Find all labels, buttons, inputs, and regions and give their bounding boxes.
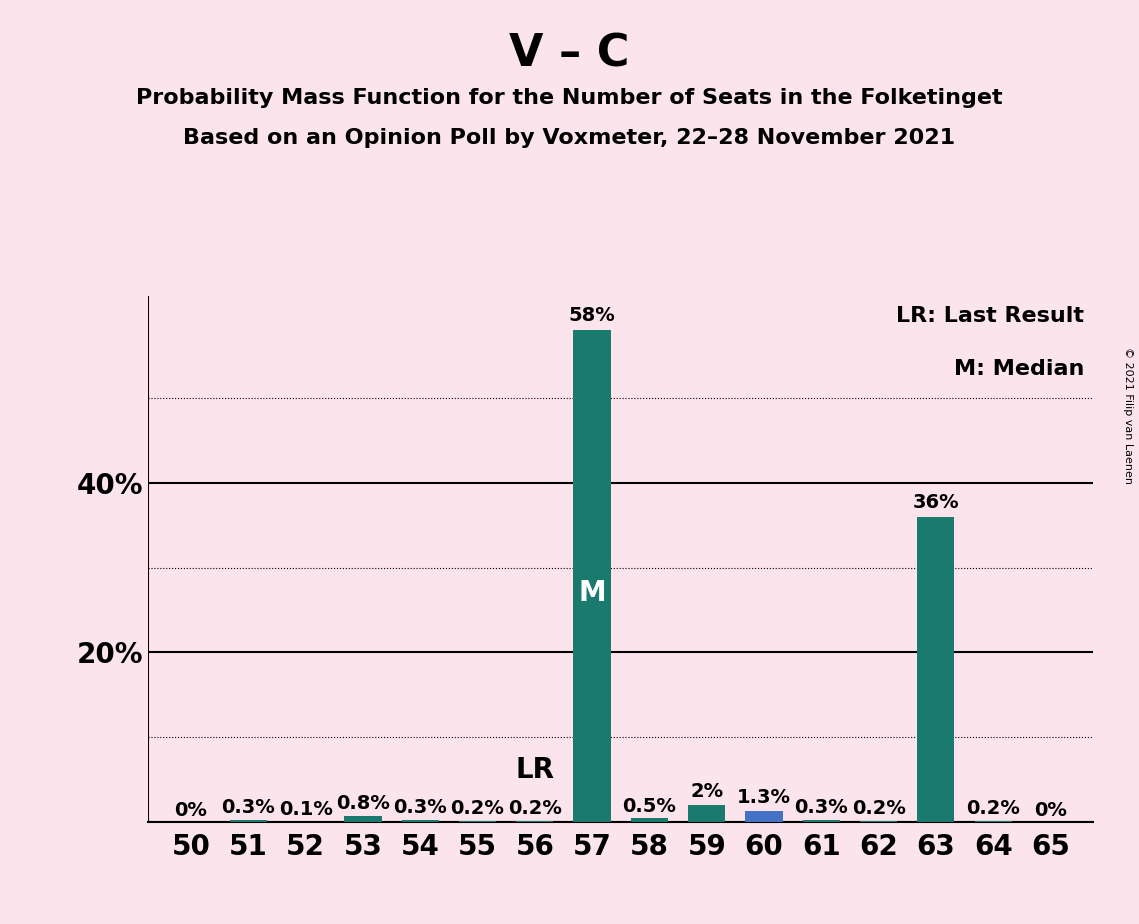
Bar	[745, 811, 782, 822]
Text: 0%: 0%	[174, 801, 207, 820]
Bar	[917, 517, 954, 822]
Text: 2%: 2%	[690, 782, 723, 801]
Text: 0.5%: 0.5%	[623, 796, 677, 816]
Text: 0.2%: 0.2%	[451, 799, 505, 818]
Bar	[516, 821, 554, 822]
Text: M: M	[579, 579, 606, 607]
Text: 36%: 36%	[912, 493, 959, 512]
Bar	[860, 821, 898, 822]
Text: M: Median: M: Median	[953, 359, 1084, 379]
Text: 0.3%: 0.3%	[221, 798, 276, 817]
Text: Based on an Opinion Poll by Voxmeter, 22–28 November 2021: Based on an Opinion Poll by Voxmeter, 22…	[183, 128, 956, 148]
Text: 0.2%: 0.2%	[966, 799, 1021, 818]
Bar	[631, 818, 667, 822]
Text: 0.3%: 0.3%	[794, 798, 849, 817]
Text: 1.3%: 1.3%	[737, 788, 790, 807]
Text: 0.2%: 0.2%	[852, 799, 906, 818]
Text: 58%: 58%	[568, 307, 615, 325]
Text: 0%: 0%	[1034, 801, 1067, 820]
Bar	[344, 816, 382, 822]
Text: V – C: V – C	[509, 32, 630, 76]
Bar	[688, 806, 726, 822]
Bar	[975, 821, 1011, 822]
Text: LR: Last Result: LR: Last Result	[896, 306, 1084, 326]
Text: 0.8%: 0.8%	[336, 794, 390, 813]
Bar	[574, 330, 611, 822]
Bar	[402, 820, 439, 822]
Text: 0.1%: 0.1%	[279, 800, 333, 819]
Text: Probability Mass Function for the Number of Seats in the Folketinget: Probability Mass Function for the Number…	[137, 88, 1002, 108]
Bar	[803, 820, 839, 822]
Text: 0.3%: 0.3%	[393, 798, 448, 817]
Bar	[459, 821, 497, 822]
Text: LR: LR	[515, 756, 555, 784]
Bar	[230, 820, 267, 822]
Text: © 2021 Filip van Laenen: © 2021 Filip van Laenen	[1123, 347, 1133, 484]
Text: 0.2%: 0.2%	[508, 799, 562, 818]
